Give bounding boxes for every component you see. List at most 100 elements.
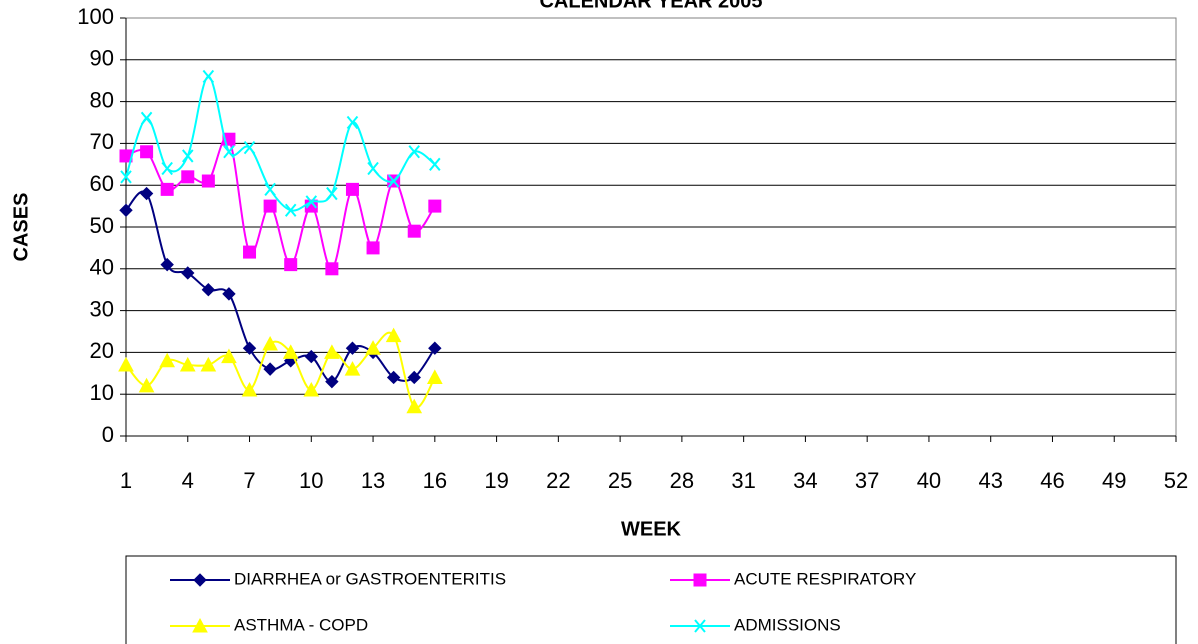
data-point [345, 341, 360, 355]
data-point [200, 356, 217, 372]
y-tick-label: 80 [90, 87, 114, 112]
series-line [125, 331, 436, 409]
data-point [242, 341, 257, 355]
legend-marker [693, 573, 707, 587]
series-line [125, 75, 436, 212]
data-point [386, 370, 401, 385]
x-axis-label: WEEK [621, 518, 682, 540]
data-point [429, 157, 441, 171]
data-point [407, 370, 421, 385]
data-point [305, 195, 318, 209]
data-point [243, 140, 256, 155]
data-point [407, 224, 421, 238]
data-point [201, 174, 215, 188]
y-tick-label: 50 [90, 213, 114, 238]
data-point [408, 145, 421, 159]
x-tick-label: 31 [731, 468, 755, 493]
data-point [303, 381, 320, 397]
legend-box [125, 555, 1177, 644]
data-point [160, 182, 174, 196]
x-tick-label: 40 [917, 468, 941, 493]
x-tick-label: 37 [855, 468, 879, 493]
x-tick-label: 28 [670, 468, 694, 493]
data-point [325, 374, 339, 389]
data-point [426, 369, 443, 384]
data-point [263, 199, 277, 213]
legend-label: DIARRHEA or GASTROENTERITIS [234, 569, 506, 588]
y-tick-label: 60 [90, 171, 114, 196]
y-tick-label: 70 [90, 129, 114, 154]
x-tick-label: 52 [1164, 468, 1188, 493]
data-point [344, 361, 361, 376]
data-point [221, 348, 237, 364]
data-point [120, 170, 132, 184]
data-point [140, 111, 153, 125]
y-tick-label: 90 [90, 46, 114, 71]
legend-marker [193, 573, 207, 587]
data-point [181, 266, 195, 280]
data-point [222, 287, 236, 301]
data-point [366, 241, 380, 255]
chart-title: CALENDAR YEAR 2005 [539, 0, 762, 12]
data-point [201, 282, 216, 297]
x-tick-label: 13 [361, 468, 385, 493]
data-point [326, 186, 338, 201]
legend-label: ASTHMA - COPD [234, 615, 368, 634]
data-point [179, 356, 196, 372]
data-point [159, 352, 176, 368]
data-point [367, 161, 379, 176]
data-point [428, 199, 442, 213]
x-tick-label: 43 [978, 468, 1002, 493]
data-point [385, 327, 402, 343]
data-point [406, 398, 423, 414]
data-point [161, 161, 173, 176]
data-point [387, 174, 400, 188]
data-point [304, 349, 319, 364]
x-tick-label: 49 [1102, 468, 1126, 493]
x-tick-label: 4 [182, 468, 194, 493]
x-tick-label: 7 [243, 468, 255, 493]
y-tick-label: 40 [90, 255, 114, 280]
data-point [284, 203, 297, 217]
x-tick-label: 34 [793, 468, 817, 493]
legend-label: ADMISSIONS [734, 615, 841, 634]
data-point [428, 341, 442, 355]
data-point [262, 335, 278, 351]
data-point [365, 340, 381, 355]
data-point [264, 182, 276, 197]
y-tick-label: 10 [90, 380, 114, 405]
x-tick-label: 1 [120, 468, 132, 493]
y-tick-label: 0 [102, 422, 114, 447]
data-point [138, 377, 155, 393]
data-point [119, 203, 133, 217]
data-point [139, 186, 154, 201]
data-point [181, 170, 195, 184]
data-point [324, 344, 340, 359]
data-point [284, 258, 298, 272]
series-line [125, 190, 436, 383]
y-tick-label: 100 [77, 4, 114, 29]
data-point [181, 149, 194, 163]
data-point [160, 257, 174, 272]
data-point [243, 245, 257, 259]
data-point [140, 145, 154, 159]
data-point [325, 262, 339, 276]
x-tick-label: 16 [423, 468, 447, 493]
data-point [241, 381, 258, 397]
legend-marker [192, 617, 208, 633]
data-point [282, 344, 299, 359]
data-point [346, 115, 359, 130]
x-tick-label: 25 [608, 468, 632, 493]
data-point [345, 182, 359, 196]
x-tick-label: 10 [299, 468, 323, 493]
data-point [263, 362, 277, 376]
x-tick-label: 46 [1040, 468, 1064, 493]
y-tick-label: 20 [90, 338, 114, 363]
y-tick-label: 30 [90, 296, 114, 321]
x-tick-label: 19 [484, 468, 508, 493]
legend-marker [694, 619, 706, 633]
x-tick-label: 22 [546, 468, 570, 493]
data-point [223, 145, 235, 159]
